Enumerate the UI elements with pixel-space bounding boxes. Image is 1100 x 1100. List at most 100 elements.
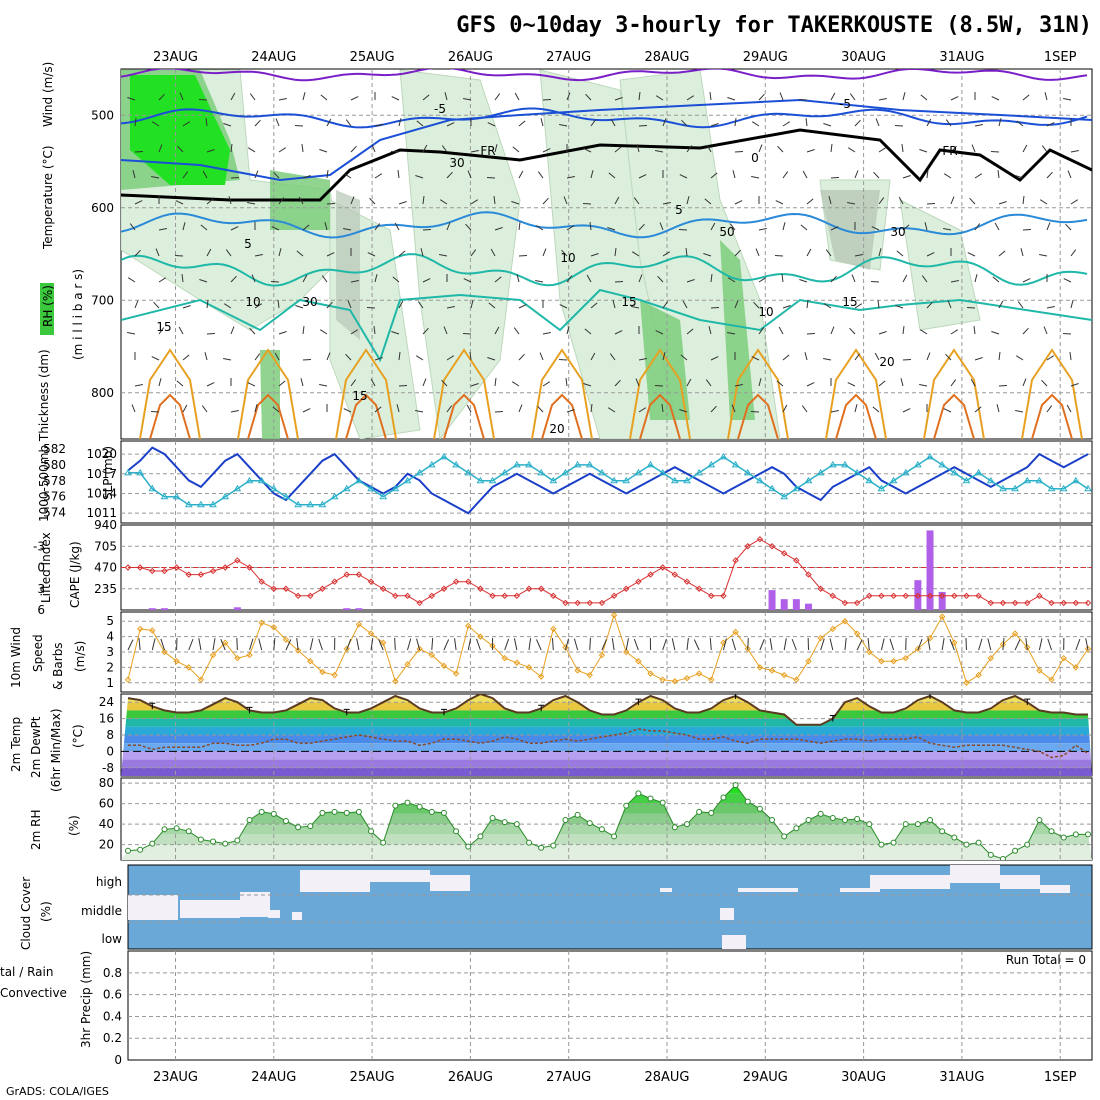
temp-tick: 24 <box>99 695 114 709</box>
wind-barb <box>561 249 568 257</box>
wind-speed-marker <box>841 618 849 625</box>
surface-wind-barb <box>759 639 765 651</box>
wind-speed-marker <box>465 622 472 630</box>
wind-barb <box>539 352 544 361</box>
wind-barb <box>1016 120 1024 127</box>
rh-marker <box>1048 828 1055 835</box>
lifted-index-marker <box>914 592 922 600</box>
wind-speed-marker <box>732 628 739 636</box>
wind-barb <box>158 378 162 387</box>
surface-wind-barb <box>820 638 825 651</box>
wind-barb <box>830 326 835 335</box>
wind-barb <box>854 353 861 361</box>
isotherm-25 <box>149 393 191 439</box>
lifted-index-marker <box>659 564 666 571</box>
rh-marker <box>769 817 776 824</box>
temp-band <box>121 735 1092 744</box>
thickness-marker <box>403 476 412 484</box>
rh-marker <box>720 794 727 801</box>
wind-barb <box>398 201 407 205</box>
lifted-index-marker <box>683 578 691 585</box>
isotherm-20 <box>433 348 495 439</box>
wind-axis-label: Wind (m/s) <box>41 62 55 127</box>
surface-wind-barb <box>709 638 712 651</box>
rh-marker <box>137 846 144 853</box>
wind-speed-marker <box>623 648 630 656</box>
wind-barb <box>659 222 664 231</box>
precip-tick: 0.8 <box>103 966 122 980</box>
surface-wind-barb <box>589 638 591 651</box>
lifted-index-marker <box>647 571 654 578</box>
wind-tick: 4 <box>106 630 114 644</box>
wind-barb <box>614 97 623 101</box>
lifted-index-marker <box>720 592 727 600</box>
wind-speed-marker <box>525 664 533 671</box>
wind-barb <box>734 300 739 309</box>
isotherm-20 <box>531 348 593 439</box>
surface-wind-barb <box>220 639 226 651</box>
cape-bar <box>780 599 788 610</box>
clear-sky-cell <box>430 875 470 891</box>
wind-barb <box>542 98 552 101</box>
wind-barb <box>131 404 136 413</box>
date-label-bottom: 30AUG <box>841 1070 886 1085</box>
wind-barb <box>563 196 568 205</box>
wind-barb <box>398 250 406 257</box>
wind-speed-marker <box>829 625 837 633</box>
wind-barb <box>710 306 720 309</box>
wind-barb <box>830 410 839 413</box>
wind-barb <box>902 274 908 283</box>
wind-barb <box>511 381 520 387</box>
surface-wind-barb <box>783 638 787 651</box>
wind-barb <box>542 332 551 335</box>
lifted-index-marker <box>440 585 448 592</box>
surface-wind-barb <box>867 638 870 651</box>
cloud-tick: high <box>96 875 122 889</box>
thickness-marker <box>330 492 339 500</box>
wind-speed-marker <box>1072 664 1080 671</box>
clear-sky-cell <box>268 910 280 918</box>
wind-barb <box>302 408 311 413</box>
lifted-index-marker <box>610 592 618 600</box>
thickness-marker <box>306 500 315 508</box>
surface-wind-barb <box>611 638 615 651</box>
wind-barb <box>710 274 713 283</box>
rh-marker <box>586 820 593 827</box>
wind-speed-marker <box>963 679 970 686</box>
wind-barb <box>635 378 640 387</box>
wind-barb <box>1046 222 1051 231</box>
wind-barb <box>686 95 695 101</box>
rh-marker <box>392 802 399 809</box>
cape-bar <box>343 608 351 610</box>
thickness-marker <box>549 476 558 484</box>
rh-band <box>121 844 1092 860</box>
thickness-marker <box>889 476 898 484</box>
temp-yticks: 24 16 8 0 -8 <box>99 695 114 775</box>
lifted-index-marker <box>136 564 144 571</box>
wind-barb <box>801 405 808 413</box>
surface-wind-barb <box>987 638 992 651</box>
wind-barb <box>830 275 837 283</box>
wind-barb <box>391 96 400 101</box>
wind-barb <box>734 150 744 153</box>
wind-barb <box>584 328 592 335</box>
wind-barb <box>902 358 912 361</box>
surface-wind-barb <box>1047 638 1053 651</box>
wind-barb <box>155 248 160 257</box>
wind-barb <box>465 223 472 231</box>
wind-barb <box>657 275 664 283</box>
wind-barb <box>661 404 664 413</box>
wind-barb <box>1022 228 1032 231</box>
rh-axis-label: RH (%) <box>41 285 55 327</box>
isotherm-20 <box>1021 348 1083 439</box>
contour-label: -5 <box>434 102 446 116</box>
wind-speed-marker <box>197 676 205 683</box>
wind-barb <box>950 196 955 205</box>
surface-wind-barb <box>625 638 629 651</box>
wind-barb <box>326 252 335 257</box>
temp-band <box>121 726 1092 735</box>
wind-barb <box>1015 410 1024 413</box>
wind-speed-marker <box>367 630 375 637</box>
wind-barb <box>566 275 573 283</box>
